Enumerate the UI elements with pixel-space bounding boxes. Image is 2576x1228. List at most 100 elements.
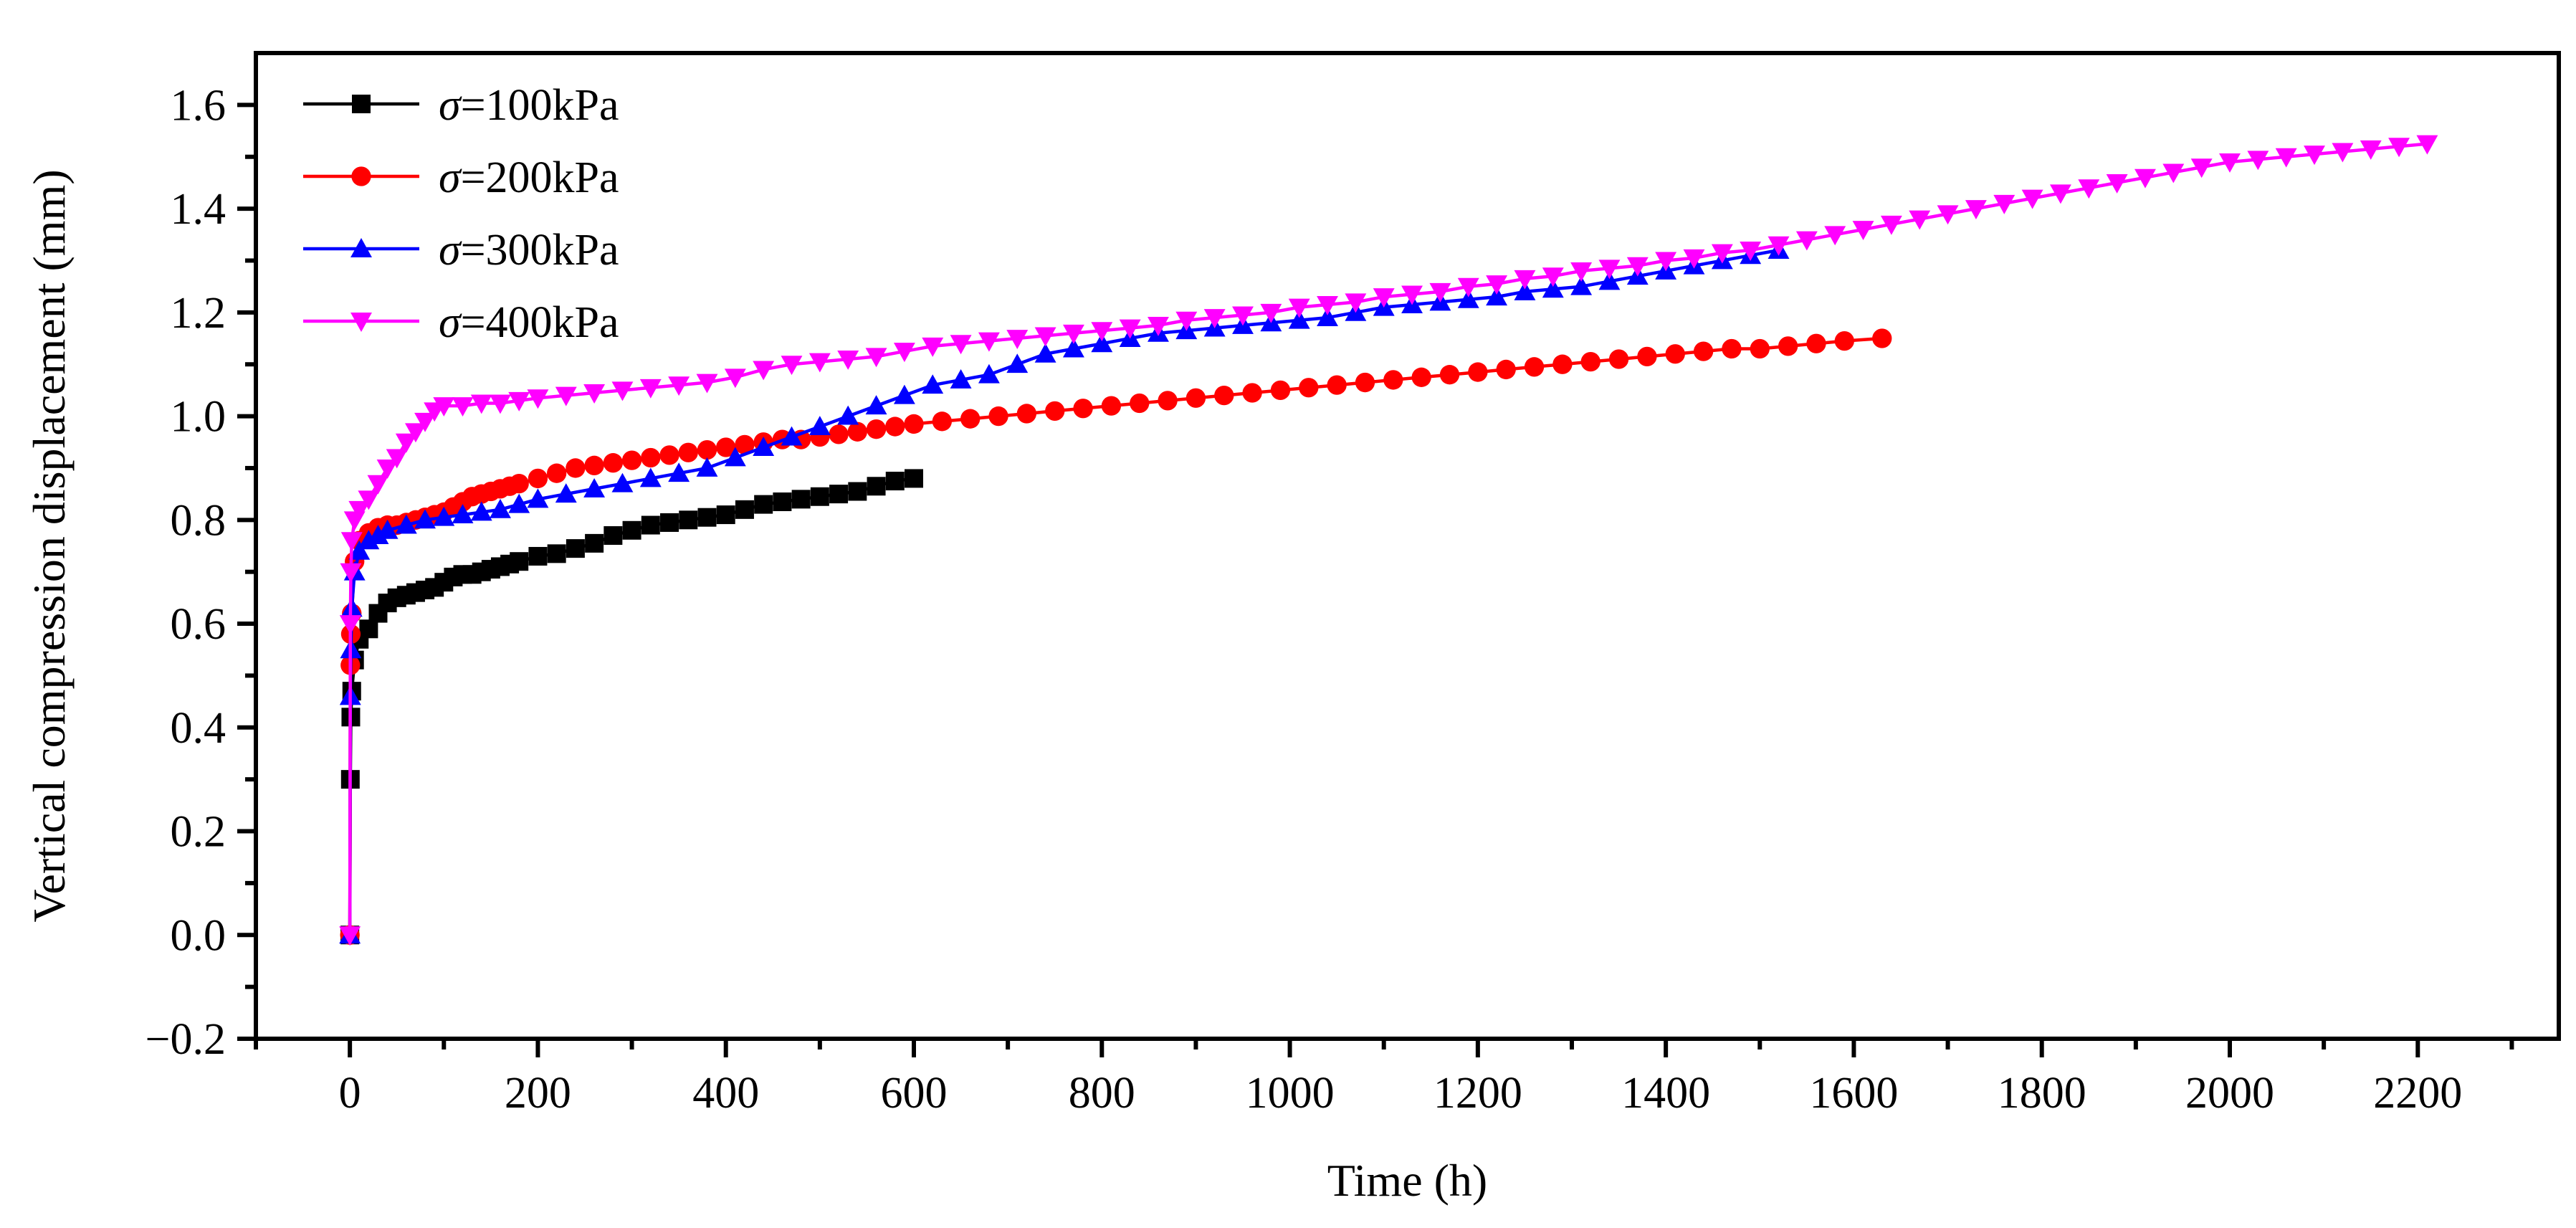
data-point bbox=[358, 490, 380, 510]
x-tick-label: 1400 bbox=[1621, 1069, 1710, 1118]
data-point bbox=[528, 546, 548, 566]
data-point bbox=[359, 619, 378, 639]
data-point bbox=[1542, 278, 1564, 298]
data-point bbox=[1288, 309, 1310, 329]
data-point bbox=[697, 439, 717, 460]
data-point bbox=[1091, 333, 1113, 353]
plot-frame bbox=[254, 51, 2561, 1041]
data-point bbox=[1514, 270, 1536, 290]
data-point bbox=[2388, 138, 2410, 158]
data-point bbox=[1496, 359, 1516, 380]
data-point bbox=[1552, 354, 1573, 374]
data-point bbox=[1073, 399, 1093, 419]
data-point bbox=[555, 483, 577, 503]
x-tick-label: 600 bbox=[881, 1069, 948, 1118]
data-point bbox=[960, 409, 981, 429]
data-point bbox=[604, 526, 623, 546]
data-point bbox=[668, 376, 690, 396]
data-point bbox=[697, 508, 717, 527]
data-point bbox=[555, 386, 577, 406]
series-4 bbox=[339, 135, 2438, 946]
data-point bbox=[339, 926, 361, 946]
data-point bbox=[696, 457, 718, 477]
data-point bbox=[1091, 322, 1113, 342]
y-tick-label: 0.8 bbox=[171, 496, 226, 545]
data-point bbox=[1327, 375, 1347, 395]
data-point bbox=[716, 505, 735, 525]
data-point bbox=[1119, 319, 1141, 339]
legend-label: σ=300kPa bbox=[439, 226, 619, 275]
series-3 bbox=[339, 239, 1790, 944]
data-point bbox=[1317, 307, 1338, 327]
data-point bbox=[611, 381, 634, 401]
data-point bbox=[639, 379, 662, 399]
legend-label-symbol: σ bbox=[439, 153, 462, 202]
data-point bbox=[1016, 404, 1037, 424]
data-point bbox=[2304, 146, 2325, 166]
y-tick-label: 1.2 bbox=[171, 289, 226, 338]
data-point bbox=[988, 406, 1008, 427]
data-point bbox=[470, 394, 492, 414]
data-point bbox=[1637, 346, 1657, 367]
data-point bbox=[1214, 385, 1234, 406]
data-point bbox=[866, 419, 887, 439]
data-point bbox=[847, 422, 867, 442]
data-point bbox=[978, 332, 1000, 352]
data-point bbox=[2416, 135, 2438, 155]
data-point bbox=[753, 361, 775, 381]
data-point bbox=[735, 500, 754, 519]
x-tick-label: 2200 bbox=[2373, 1069, 2462, 1118]
legend-marker bbox=[351, 166, 371, 186]
data-point bbox=[781, 426, 803, 446]
data-point bbox=[611, 472, 634, 492]
data-point bbox=[1242, 383, 1262, 403]
data-point bbox=[1232, 306, 1254, 326]
data-point bbox=[668, 462, 690, 482]
data-point bbox=[716, 437, 736, 457]
x-tick-label: 800 bbox=[1069, 1069, 1135, 1118]
data-point bbox=[1514, 280, 1536, 300]
data-point bbox=[1457, 277, 1479, 298]
data-point bbox=[1034, 327, 1056, 347]
data-point bbox=[781, 356, 803, 376]
data-point bbox=[1486, 286, 1508, 306]
data-point bbox=[508, 391, 530, 411]
series-4-line bbox=[348, 142, 2428, 936]
data-point bbox=[1148, 316, 1169, 336]
data-point bbox=[603, 453, 623, 473]
data-point bbox=[2190, 158, 2213, 179]
plot-layer bbox=[339, 135, 2438, 946]
data-point bbox=[508, 493, 530, 513]
data-point bbox=[2219, 153, 2241, 173]
data-point bbox=[808, 353, 831, 373]
data-point bbox=[583, 477, 606, 498]
data-point bbox=[791, 490, 811, 509]
data-point bbox=[1101, 396, 1122, 416]
data-point bbox=[922, 337, 944, 357]
data-point bbox=[1203, 309, 1226, 329]
data-point bbox=[1778, 336, 1798, 356]
data-point bbox=[566, 458, 586, 478]
data-point bbox=[395, 433, 417, 453]
data-point bbox=[2078, 179, 2100, 199]
data-point bbox=[452, 397, 474, 417]
x-tick-label: 1800 bbox=[1998, 1069, 2086, 1118]
data-point bbox=[1655, 252, 1677, 272]
data-point bbox=[1598, 260, 1621, 280]
data-point bbox=[414, 412, 437, 432]
data-point bbox=[1439, 365, 1460, 385]
data-point bbox=[1806, 333, 1826, 353]
data-point bbox=[1683, 249, 1705, 269]
data-point bbox=[641, 515, 660, 535]
data-point bbox=[404, 423, 426, 443]
data-point bbox=[584, 455, 604, 475]
data-point bbox=[1580, 351, 1601, 372]
data-point bbox=[1383, 370, 1403, 390]
legend-label-symbol: σ bbox=[439, 298, 462, 347]
data-point bbox=[1965, 200, 1987, 220]
data-point bbox=[1401, 285, 1423, 305]
y-tick-label: 0.0 bbox=[171, 911, 226, 960]
data-point bbox=[340, 532, 363, 552]
data-point bbox=[1260, 303, 1282, 323]
data-point bbox=[2275, 148, 2297, 168]
